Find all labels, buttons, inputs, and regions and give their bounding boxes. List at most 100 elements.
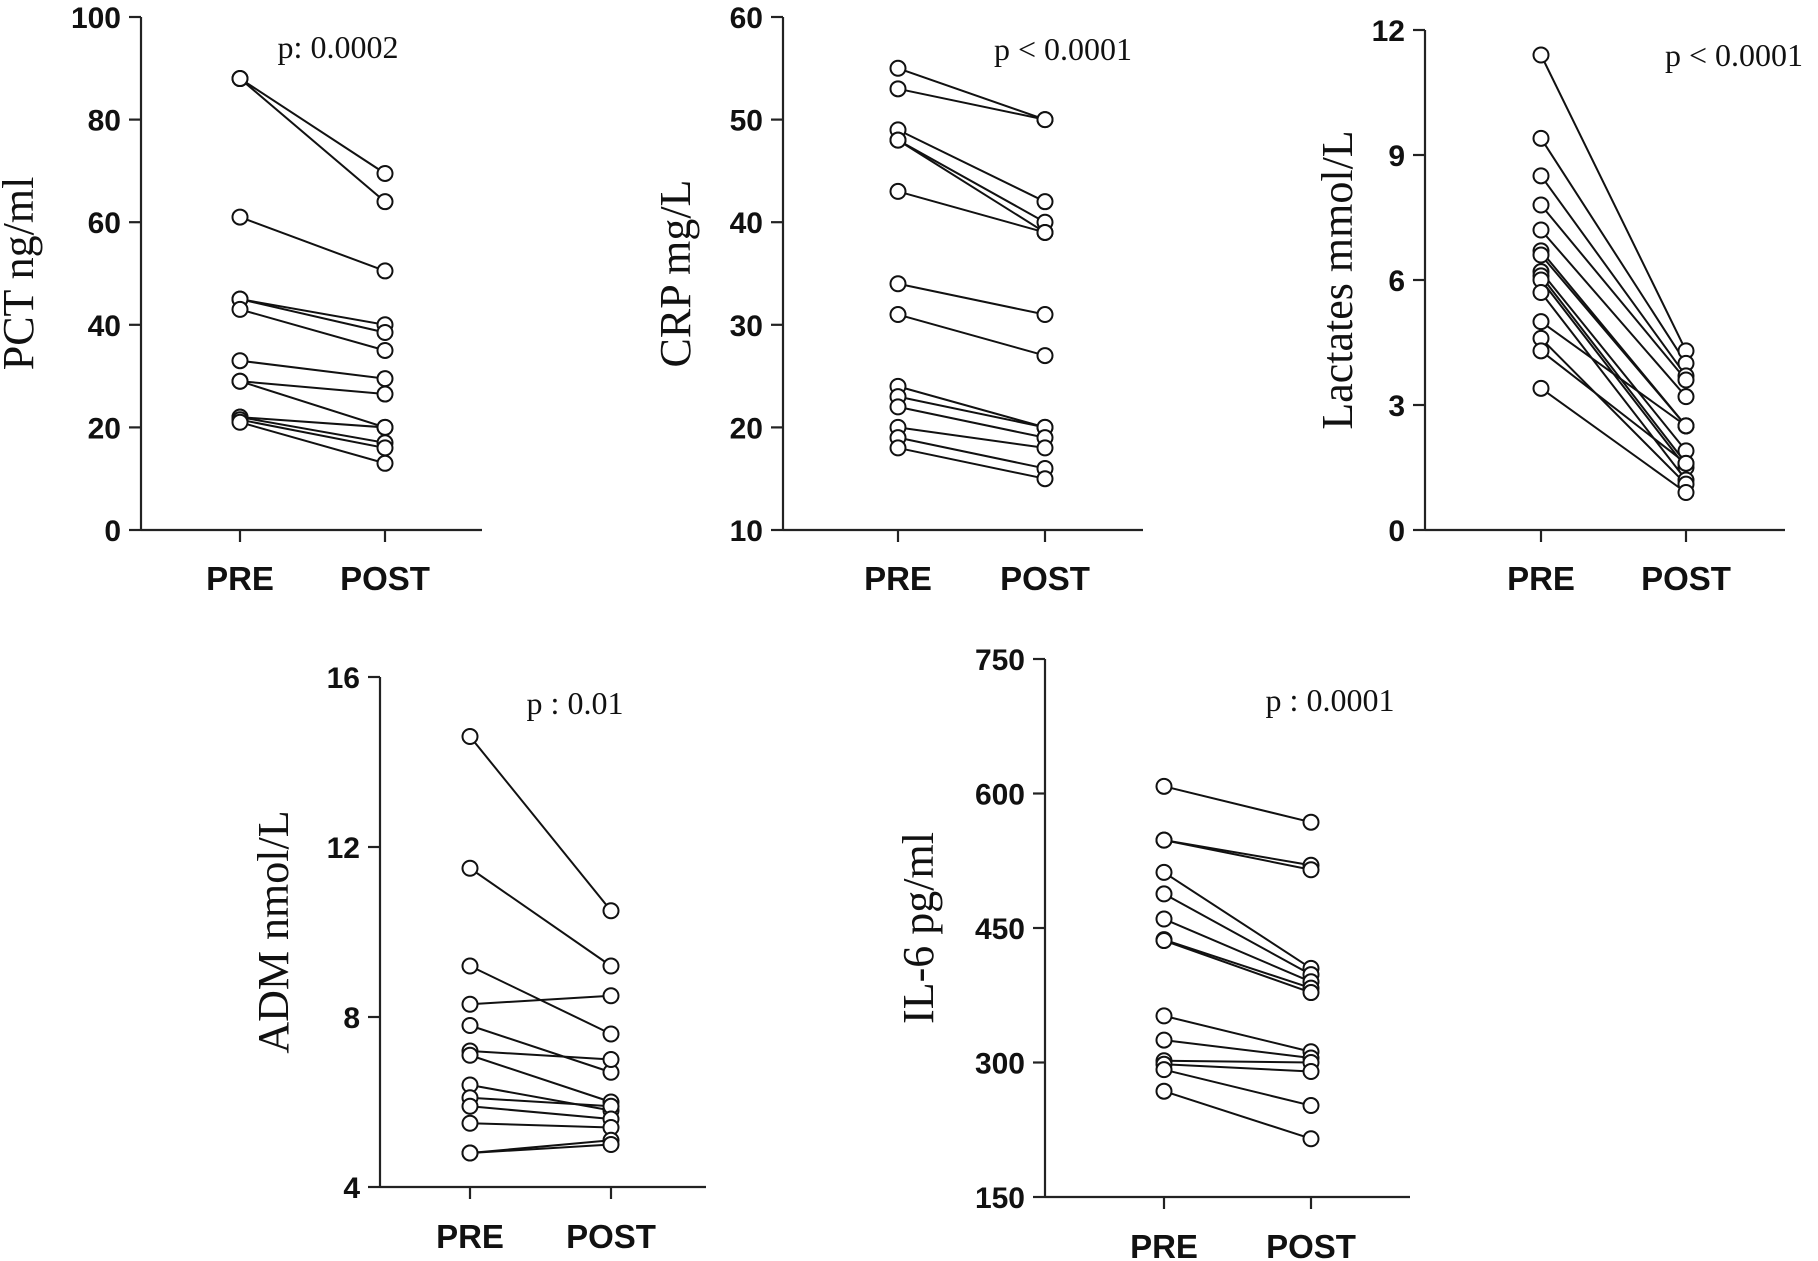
paired-line [1163,1068,1312,1107]
post-point [1302,1130,1320,1148]
pre-point [889,182,907,200]
pre-point [461,957,479,975]
pre-point [1532,246,1550,264]
paired-line [897,385,1046,429]
p-value-annotation: p : 0.01 [527,685,624,721]
pre-point [889,439,907,457]
pre-point [461,1046,479,1064]
paired-line [469,1024,612,1074]
pre-point [1155,932,1173,950]
paired-line [1540,229,1687,398]
y-axis-label: Lactates mmol/L [1313,130,1362,429]
y-tick-label: 100 [71,2,121,35]
pre-point [231,300,249,318]
paired-line [1540,54,1687,352]
paired-line [897,436,1046,470]
panel-1: 0 20 40 60 80 100 PRE POST PCT ng/ml p: 0.0002 [0,2,482,597]
y-tick-label: 0 [1388,515,1405,548]
y-tick-label: 30 [730,310,763,343]
y-tick-label: 9 [1388,140,1405,173]
p-value-annotation: p : 0.0001 [1266,682,1395,718]
y-tick-label: 12 [1372,15,1405,48]
paired-line [469,867,612,967]
post-point [602,987,620,1005]
paired-line [1163,939,1312,994]
paired-line [469,1096,612,1108]
post-point [1036,223,1054,241]
pre-point [1532,342,1550,360]
post-point [376,193,394,211]
paired-line [1540,271,1687,452]
post-point [1677,454,1695,472]
y-tick-label: 0 [104,515,121,548]
paired-line [239,421,386,465]
post-point [1677,371,1695,389]
paired-line [1163,1090,1312,1140]
post-point [602,1136,620,1153]
post-point [1302,813,1320,831]
post-point [602,1051,620,1068]
pre-point [1155,885,1173,903]
paired-line [897,128,1046,203]
paired-line [897,426,1046,449]
pre-point [1532,284,1550,301]
paired-line [239,216,386,272]
paired-line [469,1050,612,1061]
post-point [1302,1062,1320,1080]
x-tick-label-pre: PRE [864,560,932,597]
post-point [1302,984,1320,1002]
y-axis-label: PCT ng/ml [0,177,43,371]
paired-line [897,190,1046,234]
pre-point [461,1097,479,1115]
paired-line [897,139,1046,234]
y-tick-label: 50 [730,105,763,138]
post-point [1036,193,1054,211]
paired-line [239,308,386,352]
paired-line [469,1122,612,1129]
y-tick-label: 60 [730,2,763,35]
pre-point [231,413,249,431]
post-point [1677,388,1695,406]
post-point [376,454,394,472]
paired-line [897,282,1046,316]
paired-line [469,1084,612,1112]
y-tick-label: 40 [88,310,121,343]
paired-line [239,418,386,449]
x-tick-label-post: POST [566,1218,656,1255]
x-tick-label-post: POST [1266,1228,1356,1261]
paired-line [239,298,386,334]
x-tick-label-pre: PRE [1507,560,1575,597]
paired-line [239,380,386,396]
post-point [602,1025,620,1043]
pre-point [1532,313,1550,331]
pre-point [1532,221,1550,239]
post-point [376,439,394,457]
paired-line [1540,387,1687,494]
paired-line [1163,785,1312,824]
paired-line [1163,1014,1312,1053]
x-tick-label-post: POST [1000,560,1090,597]
paired-line [897,139,1046,224]
post-point [602,957,620,975]
paired-line [897,67,1046,121]
y-tick-label: 6 [1388,265,1405,298]
paired-line [897,87,1046,121]
pre-point [1532,46,1550,64]
y-tick-label: 10 [730,515,763,548]
paired-line [1163,1059,1312,1064]
y-axis-label: CRP mg/L [651,180,700,368]
post-point [1036,306,1054,324]
paired-line [1540,337,1687,485]
post-point [376,418,394,436]
y-tick-label: 600 [975,779,1025,812]
y-axis-label: IL-6 pg/ml [894,832,943,1024]
panel-5: 150 300 450 600 750 PRE POST IL-6 pg/ml p : 0.00… [894,644,1410,1261]
paired-line [897,446,1046,480]
post-point [1036,470,1054,488]
y-tick-label: 12 [327,832,360,865]
paired-line [239,77,386,203]
post-point [1302,861,1320,879]
post-point [376,323,394,341]
paired-line [1163,893,1312,976]
